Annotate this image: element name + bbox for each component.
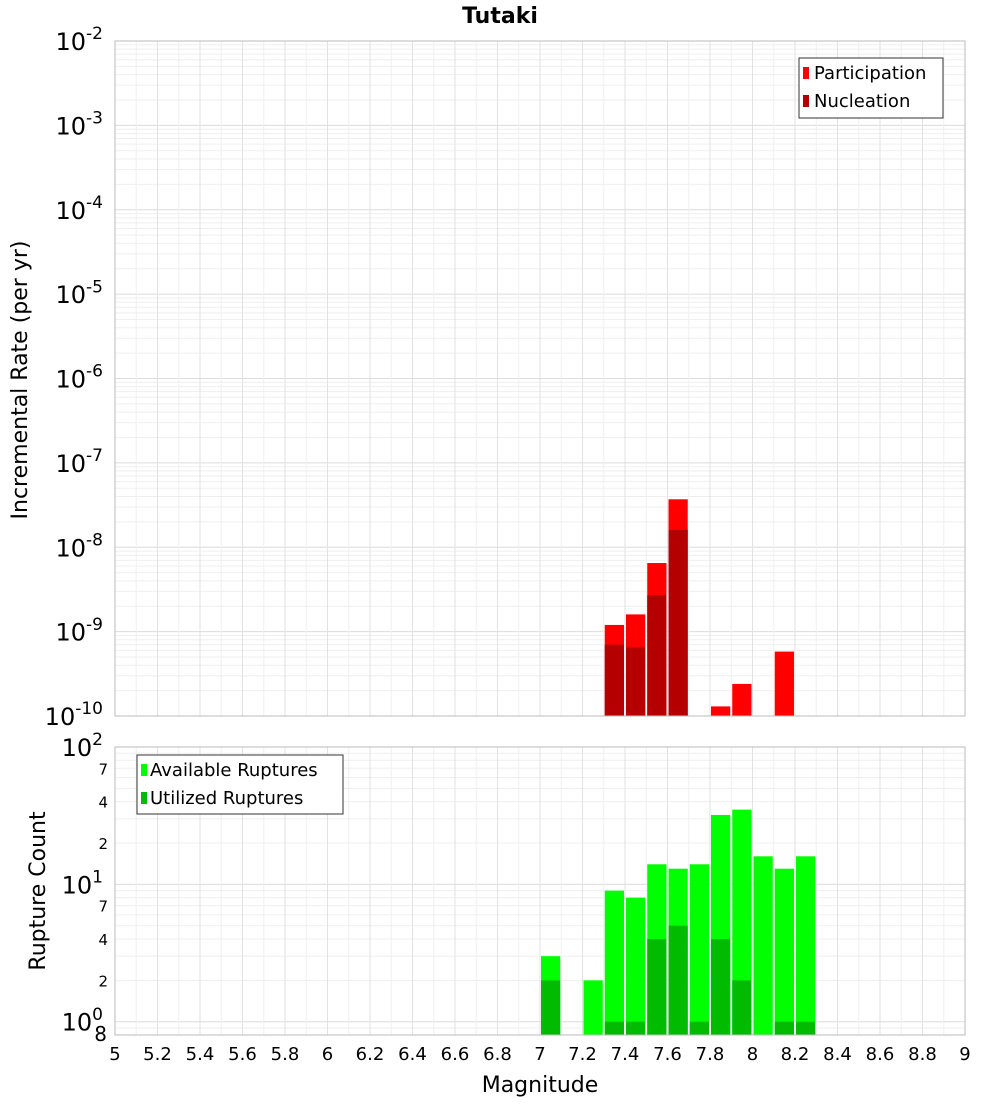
- x-tick-label: 9: [959, 1044, 970, 1065]
- bottom-bar-utilized: [732, 980, 752, 1035]
- x-tick-label: 5.6: [228, 1044, 257, 1065]
- bottom-bar-utilized: [604, 1021, 624, 1035]
- bottom-y-tick-major: 100: [62, 1005, 103, 1037]
- bottom-y-tick-minor: 2: [98, 835, 108, 853]
- x-tick-label: 6.8: [483, 1044, 512, 1065]
- x-tick-label: 8.8: [908, 1044, 937, 1065]
- x-tick-label: 7.6: [653, 1044, 682, 1065]
- bottom-bar-utilized: [711, 939, 731, 1035]
- legend-swatch-nucleation: [803, 95, 809, 107]
- bottom-bar-available: [796, 856, 816, 1035]
- x-tick-label: 7.8: [696, 1044, 725, 1065]
- x-tick-label: 7: [534, 1044, 545, 1065]
- bottom-plot-border: [114, 746, 966, 1036]
- x-tick-label: 5.2: [143, 1044, 172, 1065]
- top-y-tick-label: 10-5: [56, 277, 104, 309]
- x-tick-label: 8.4: [823, 1044, 852, 1065]
- bottom-y-tick-minor: 4: [98, 794, 108, 812]
- top-bar-participation: [774, 651, 794, 716]
- legend-label-utilized: Utilized Ruptures: [150, 788, 303, 809]
- top-y-tick-label: 10-7: [56, 446, 104, 478]
- bottom-bar-utilized: [774, 1021, 794, 1035]
- bottom-bar-utilized: [626, 1021, 646, 1035]
- legend-label-available: Available Ruptures: [150, 760, 318, 781]
- bottom-bar-utilized: [541, 980, 561, 1035]
- top-bar-participation: [732, 683, 752, 716]
- bottom-bar-available: [689, 864, 709, 1035]
- top-bar-nucleation: [604, 644, 624, 716]
- legend-swatch-available: [141, 764, 147, 776]
- top-y-axis-label: Incremental Rate (per yr): [8, 241, 33, 520]
- top-plot: 10-2 10-3 10-4 10-5 10-6 10-7 10-8 10-9 10-10 Par…: [45, 24, 966, 731]
- x-tick-label: 6.6: [441, 1044, 470, 1065]
- top-bar-nucleation: [668, 530, 688, 716]
- bottom-bar-available: [732, 809, 752, 1035]
- x-axis-label: Magnitude: [482, 1073, 599, 1098]
- x-tick-label: 5: [109, 1044, 120, 1065]
- x-tick-label: 7.2: [568, 1044, 597, 1065]
- bottom-y-tick-major: 102: [62, 730, 103, 762]
- bottom-y-tick-minor: 4: [98, 931, 108, 949]
- x-tick-label: 8.2: [781, 1044, 810, 1065]
- x-tick-label: 7.4: [611, 1044, 640, 1065]
- bottom-bar-utilized: [689, 1021, 709, 1035]
- bottom-y-tick-minor: 7: [98, 760, 108, 778]
- legend-label-nucleation: Nucleation: [814, 91, 910, 112]
- bottom-bar-available: [583, 980, 603, 1035]
- bottom-bar-utilized: [668, 925, 688, 1035]
- top-bar-participation: [711, 706, 731, 716]
- bottom-legend-box: [136, 754, 344, 815]
- bottom-bar-utilized: [796, 1021, 816, 1035]
- top-y-tick-label: 10-3: [56, 109, 104, 141]
- bottom-bar-available: [774, 868, 794, 1035]
- bottom-y-tick-minor: 8: [94, 1022, 107, 1046]
- x-tick-label: 6.4: [398, 1044, 427, 1065]
- bottom-bar-utilized: [647, 939, 667, 1035]
- bottom-bar-available: [626, 897, 646, 1035]
- bottom-y-tick-major: 101: [62, 868, 103, 900]
- top-y-tick-label: 10-8: [56, 530, 104, 562]
- top-y-tick-label: 10-4: [56, 193, 104, 225]
- bottom-y-tick-minor: 2: [98, 972, 108, 990]
- top-y-tick-label: 10-9: [56, 615, 104, 647]
- x-tick-label: 6: [322, 1044, 333, 1065]
- chart-title: Tutaki: [462, 4, 538, 29]
- legend-label-participation: Participation: [814, 63, 926, 84]
- top-y-tick-label: 10-2: [56, 24, 104, 56]
- bottom-y-tick-minor: 7: [98, 898, 108, 916]
- top-plot-border: [114, 40, 966, 717]
- bottom-y-axis-label: Rupture Count: [26, 811, 51, 971]
- top-bar-nucleation: [626, 647, 646, 716]
- top-bar-nucleation: [647, 595, 667, 716]
- x-tick-label: 6.2: [356, 1044, 385, 1065]
- x-tick-label: 5.4: [186, 1044, 215, 1065]
- bottom-bar-available: [753, 856, 773, 1035]
- top-y-tick-label: 10-10: [45, 699, 103, 731]
- x-tick-label: 8: [747, 1044, 758, 1065]
- x-tick-label: 5.8: [271, 1044, 300, 1065]
- legend-swatch-utilized: [141, 792, 147, 804]
- top-legend-box: [798, 57, 944, 119]
- bottom-bar-available: [604, 890, 624, 1035]
- top-y-tick-label: 10-6: [56, 362, 104, 394]
- x-tick-label: 8.6: [866, 1044, 895, 1065]
- legend-swatch-participation: [803, 67, 809, 79]
